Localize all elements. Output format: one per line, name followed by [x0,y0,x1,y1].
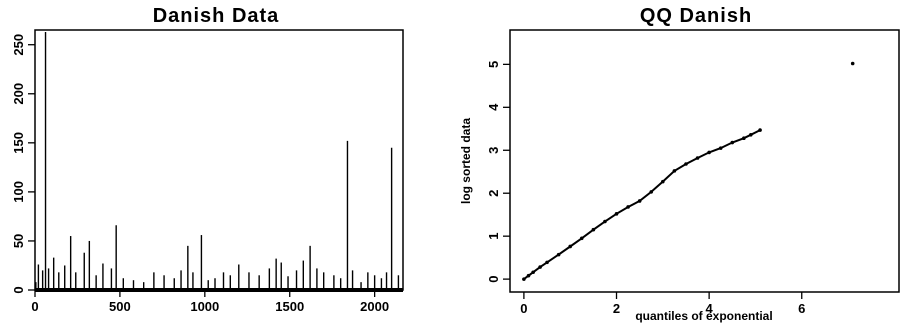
qq-point [850,61,855,66]
x-tick-label: 500 [109,299,131,314]
data-marks [522,61,855,281]
x-axis-label: quantiles of exponential [635,309,772,323]
x-tick-label: 2000 [360,299,389,314]
x-tick-label: 0 [520,301,527,316]
x-tick-label: 4 [706,301,714,316]
y-tick-label: 3 [486,147,501,154]
y-tick-label: 50 [11,234,26,248]
y-tick-label: 150 [11,132,26,154]
danish-data-panel: Danish Data 0 500 1000 1500 2000 0 50 100 150 20… [11,5,404,314]
y-tick-label: 100 [11,181,26,203]
x-tick-label: 1500 [275,299,304,314]
x-tick-label: 2 [613,301,620,316]
data-marks [35,31,403,292]
x-axis: 0 2 4 6 [520,292,805,316]
x-axis: 0 500 1000 1500 2000 [31,290,389,314]
y-axis: 0 50 100 150 200 250 [11,34,35,294]
chart-title: QQ Danish [640,5,752,27]
y-axis-label: log sorted data [459,118,473,204]
x-tick-label: 6 [798,301,805,316]
plot-frame [509,29,900,293]
chart-title: Danish Data [153,5,280,27]
y-tick-label: 0 [486,275,501,282]
x-tick-label: 0 [31,299,38,314]
y-tick-label: 1 [486,233,501,240]
y-tick-label: 0 [11,286,26,293]
qq-trace [523,129,761,280]
qq-danish-panel: QQ Danish 0 2 4 6 0 1 2 3 4 5 quantiles of expon… [459,5,900,323]
x-tick-label: 1000 [190,299,219,314]
y-tick-label: 2 [486,190,501,197]
y-tick-label: 200 [11,83,26,105]
y-tick-label: 250 [11,34,26,56]
y-axis: 0 1 2 3 4 5 [486,61,510,283]
y-tick-label: 4 [486,103,501,111]
y-tick-label: 5 [486,61,501,68]
